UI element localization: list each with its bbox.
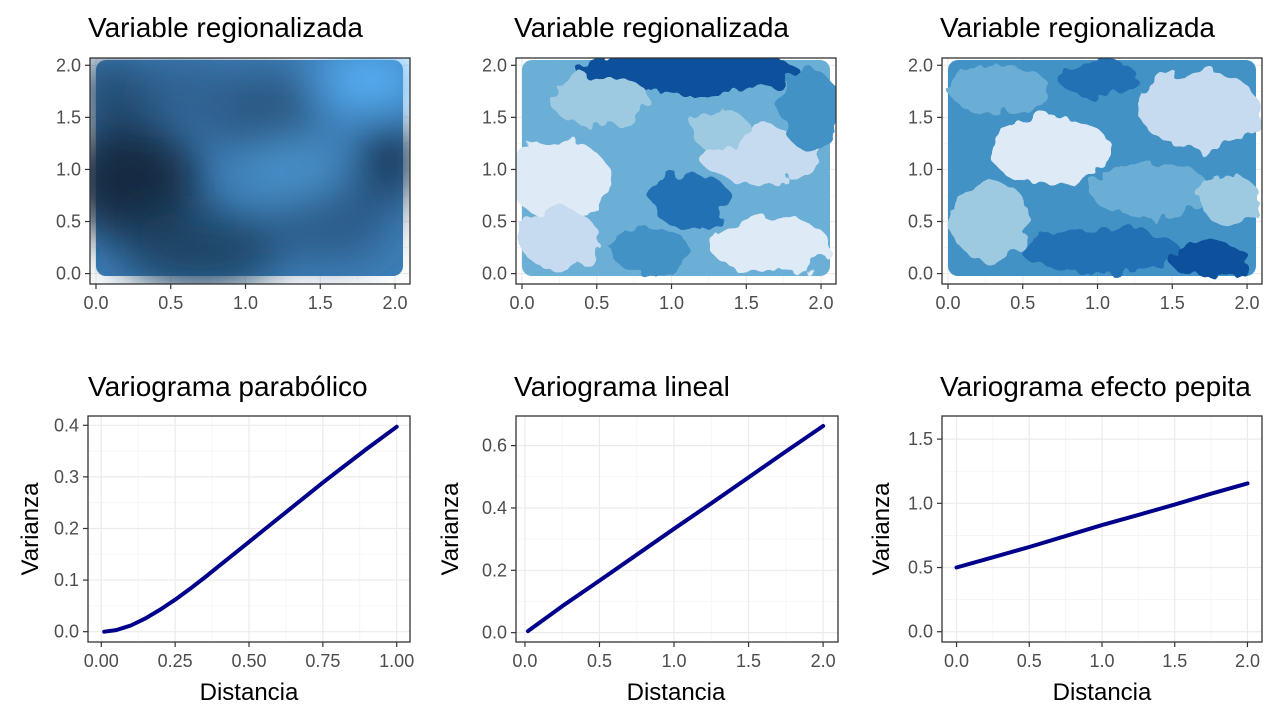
panel-title: Variable regionalizada bbox=[88, 12, 363, 43]
y-tick-label: 0.4 bbox=[482, 498, 507, 518]
panel-title: Variable regionalizada bbox=[514, 12, 789, 43]
y-tick-label: 0.6 bbox=[482, 436, 507, 456]
field-heatmap bbox=[948, 60, 1260, 278]
y-tick-label: 2.0 bbox=[482, 55, 507, 75]
y-axis-title: Varianza bbox=[868, 482, 895, 576]
x-tick-label: 1.5 bbox=[308, 293, 333, 313]
y-tick-label: 0.5 bbox=[482, 212, 507, 232]
x-tick-label: 1.5 bbox=[734, 293, 759, 313]
x-tick-label: 0.0 bbox=[83, 293, 108, 313]
axes-5: 0.0 0.5 1.0 1.5 2.0 0.0 0.5 1.0 1.5 bbox=[908, 415, 1263, 671]
x-axis-title: Distancia bbox=[1053, 679, 1152, 706]
panel-border bbox=[89, 57, 411, 285]
panel-field-continuous: Variable regionalizada 0.0 0.5 1.0 1.5 2.00.… bbox=[56, 12, 411, 313]
y-axis-title: Varianza bbox=[437, 482, 464, 576]
series-line bbox=[525, 424, 826, 634]
y-tick-label: 0.5 bbox=[908, 212, 933, 232]
x-tick-label: 0.50 bbox=[231, 651, 266, 671]
x-axis-title: Distancia bbox=[200, 679, 299, 706]
x-tick-label: 1.0 bbox=[662, 651, 687, 671]
y-tick-label: 0.0 bbox=[482, 264, 507, 284]
panel-variogram-parabolic: Variograma parabólico 0.00 0.25 0.50 0.75 1.… bbox=[17, 371, 414, 706]
panel-title: Variograma parabólico bbox=[88, 371, 368, 402]
y-tick-label: 0.3 bbox=[54, 467, 79, 487]
x-tick-label: 2.0 bbox=[383, 293, 408, 313]
panel-field-discrete-b: Variable regionalizada 0.0 0.5 1.0 1.5 2.00.… bbox=[908, 12, 1263, 313]
axes-1: 0.0 0.5 1.0 1.5 2.0 0.0 0.5 1.0 1.5 2.0 bbox=[482, 55, 837, 313]
y-tick-label: 0.0 bbox=[54, 622, 79, 642]
x-tick-label: 0.0 bbox=[935, 293, 960, 313]
x-tick-label: 0.0 bbox=[512, 651, 537, 671]
panel-title: Variograma efecto pepita bbox=[940, 371, 1251, 402]
x-tick-label: 0.5 bbox=[1017, 651, 1042, 671]
y-tick-label: 0.0 bbox=[482, 623, 507, 643]
y-tick-label: 0.1 bbox=[54, 570, 79, 590]
x-tick-label: 1.0 bbox=[1085, 293, 1110, 313]
x-tick-label: 0.00 bbox=[84, 651, 119, 671]
y-tick-label: 2.0 bbox=[908, 55, 933, 75]
y-tick-label: 1.5 bbox=[908, 429, 933, 449]
x-tick-label: 1.0 bbox=[1089, 651, 1114, 671]
y-tick-label: 1.0 bbox=[908, 159, 933, 179]
x-tick-label: 2.0 bbox=[811, 651, 836, 671]
x-tick-label: 0.75 bbox=[305, 651, 340, 671]
y-axis-title: Varianza bbox=[17, 482, 44, 576]
x-tick-label: 1.5 bbox=[1162, 651, 1187, 671]
x-tick-label: 0.0 bbox=[509, 293, 534, 313]
axes-0: 0.0 0.5 1.0 1.5 2.0 0.0 0.5 1.0 1.5 2.0 bbox=[56, 55, 411, 313]
y-tick-label: 0.2 bbox=[482, 560, 507, 580]
y-tick-label: 0.2 bbox=[54, 518, 79, 538]
y-tick-label: 0.5 bbox=[56, 212, 81, 232]
axes-2: 0.0 0.5 1.0 1.5 2.0 0.0 0.5 1.0 1.5 2.0 bbox=[908, 55, 1263, 313]
series-line bbox=[954, 481, 1250, 570]
y-tick-label: 0.5 bbox=[908, 558, 933, 578]
x-tick-label: 0.0 bbox=[944, 651, 969, 671]
y-tick-label: 0.0 bbox=[56, 264, 81, 284]
y-tick-label: 1.0 bbox=[482, 159, 507, 179]
y-tick-label: 0.4 bbox=[54, 415, 79, 435]
gridlines bbox=[88, 416, 410, 642]
x-tick-label: 2.0 bbox=[809, 293, 834, 313]
y-tick-label: 1.0 bbox=[908, 493, 933, 513]
x-tick-label: 0.5 bbox=[584, 293, 609, 313]
axes-3: 0.00 0.25 0.50 0.75 1.00 0.0 0.1 0.2 0.3 0.4 bbox=[54, 415, 414, 671]
axes-4: 0.0 0.5 1.0 1.5 2.0 0.0 0.2 0.4 0.6 bbox=[482, 415, 839, 671]
x-tick-label: 1.0 bbox=[233, 293, 258, 313]
panel-title: Variable regionalizada bbox=[940, 12, 1215, 43]
x-tick-label: 1.5 bbox=[1160, 293, 1185, 313]
y-tick-label: 1.5 bbox=[482, 107, 507, 127]
panel-variogram-linear: Variograma lineal 0.0 0.5 1.0 1.5 2.00.00.20… bbox=[437, 371, 839, 706]
y-tick-label: 1.5 bbox=[56, 107, 81, 127]
series-line bbox=[102, 424, 399, 634]
panel-border bbox=[515, 415, 839, 643]
x-tick-label: 1.0 bbox=[659, 293, 684, 313]
x-tick-label: 0.5 bbox=[158, 293, 183, 313]
x-tick-label: 2.0 bbox=[1235, 293, 1260, 313]
x-tick-label: 1.00 bbox=[379, 651, 414, 671]
panel-border bbox=[941, 57, 1263, 285]
panel-variogram-nugget: Variograma efecto pepita 0.0 0.5 1.0 1.5 2.0… bbox=[868, 371, 1263, 706]
x-tick-label: 2.0 bbox=[1235, 651, 1260, 671]
panel-title: Variograma lineal bbox=[514, 371, 730, 402]
x-tick-label: 0.25 bbox=[158, 651, 193, 671]
y-tick-label: 1.5 bbox=[908, 107, 933, 127]
field-heatmap bbox=[516, 58, 836, 276]
panel-border bbox=[515, 57, 837, 285]
x-tick-label: 0.5 bbox=[587, 651, 612, 671]
x-axis-title: Distancia bbox=[627, 679, 726, 706]
x-tick-label: 1.5 bbox=[736, 651, 761, 671]
y-tick-label: 0.0 bbox=[908, 622, 933, 642]
y-tick-label: 1.0 bbox=[56, 159, 81, 179]
field-heatmap bbox=[90, 58, 410, 284]
y-tick-label: 0.0 bbox=[908, 264, 933, 284]
y-tick-label: 2.0 bbox=[56, 55, 81, 75]
gridlines bbox=[942, 416, 1262, 642]
panel-field-discrete-a: Variable regionalizada 0.0 0.5 1.0 1.5 2.00.… bbox=[482, 12, 837, 313]
x-tick-label: 0.5 bbox=[1010, 293, 1035, 313]
